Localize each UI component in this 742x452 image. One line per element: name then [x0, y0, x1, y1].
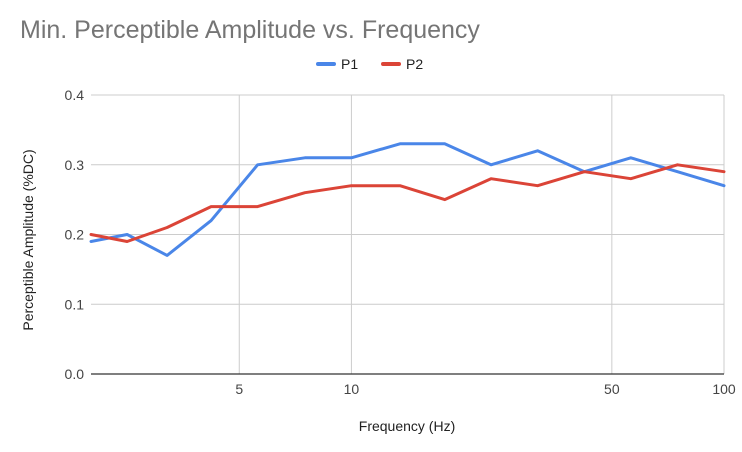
x-axis-label: Frequency (Hz) — [359, 418, 455, 434]
x-tick-label: 50 — [604, 381, 620, 397]
chart-title: Min. Perceptible Amplitude vs. Frequency — [20, 16, 480, 44]
series-line-p2 — [89, 163, 726, 243]
y-tick-label: 0.2 — [65, 227, 85, 243]
x-tick-label: 100 — [712, 381, 736, 397]
series-lines — [89, 142, 726, 257]
axes: 0.0 0.1 0.2 0.3 0.4 5 10 50 100 — [65, 87, 736, 397]
y-tick-label: 0.3 — [65, 157, 85, 173]
y-tick-label: 0.4 — [65, 87, 85, 103]
y-tick-label: 0.0 — [65, 366, 85, 382]
gridlines — [91, 94, 725, 374]
x-tick-label: 10 — [344, 381, 360, 397]
x-tick-label: 5 — [235, 381, 243, 397]
legend-label-p2: P2 — [406, 56, 423, 72]
legend: P1 P2 — [316, 56, 423, 72]
y-tick-label: 0.1 — [65, 296, 85, 312]
legend-label-p1: P1 — [341, 56, 358, 72]
series-line-p1 — [89, 142, 726, 257]
y-axis-label: Perceptible Amplitude (%DC) — [20, 149, 36, 330]
